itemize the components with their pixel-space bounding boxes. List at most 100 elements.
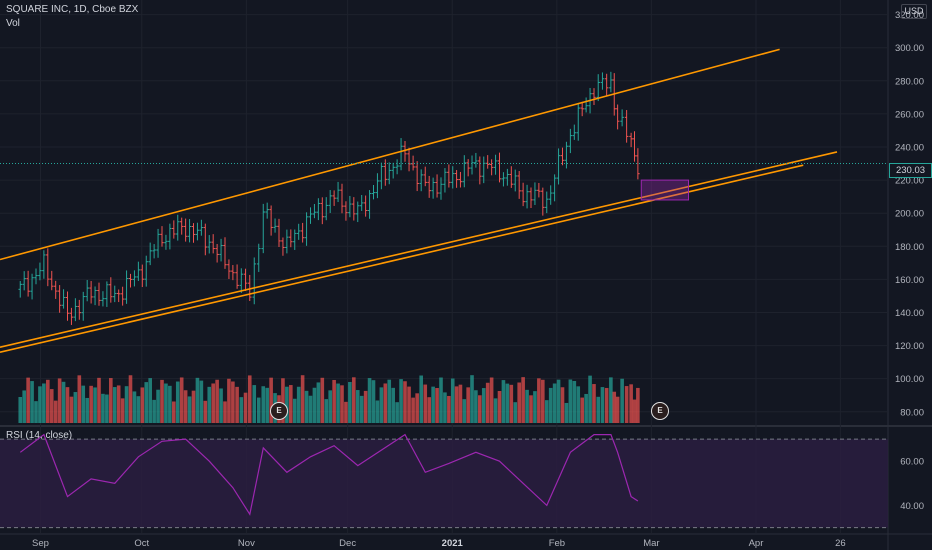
ohlc-bar bbox=[261, 203, 266, 254]
time-tick-label: Dec bbox=[339, 538, 356, 549]
time-tick-label: 26 bbox=[835, 538, 846, 549]
ohlc-bar bbox=[568, 128, 573, 154]
volume-bar bbox=[49, 389, 54, 423]
ohlc-bar bbox=[128, 273, 133, 288]
ohlc-bar bbox=[489, 159, 494, 176]
volume-bar bbox=[620, 378, 624, 423]
ohlc-bar bbox=[273, 218, 277, 233]
volume-bar bbox=[450, 378, 455, 423]
volume-bar bbox=[112, 387, 117, 423]
volume-bar bbox=[521, 377, 525, 423]
volume-bar bbox=[65, 387, 70, 423]
ohlc-bar bbox=[466, 159, 470, 177]
earnings-marker-icon[interactable]: E bbox=[651, 402, 669, 420]
ohlc-bar bbox=[544, 191, 549, 214]
ohlc-bar bbox=[26, 270, 30, 297]
volume-bar bbox=[256, 397, 261, 423]
ohlc-bar bbox=[395, 159, 399, 175]
ohlc-bar bbox=[525, 184, 529, 209]
volume-bar bbox=[576, 386, 581, 423]
ohlc-bar bbox=[423, 166, 428, 187]
volume-bar bbox=[89, 385, 93, 423]
volume-bar bbox=[97, 377, 101, 423]
volume-bar bbox=[34, 401, 38, 423]
volume-bar bbox=[308, 395, 313, 423]
volume-bar bbox=[168, 385, 172, 423]
volume-bar bbox=[281, 378, 285, 423]
volume-bar bbox=[431, 386, 435, 423]
ohlc-bar bbox=[175, 214, 180, 241]
volume-bar bbox=[265, 387, 269, 423]
volume-bar bbox=[596, 396, 601, 423]
volume-bar bbox=[403, 381, 407, 423]
ohlc-bar bbox=[227, 259, 231, 279]
volume-bar bbox=[612, 391, 617, 423]
volume-bar bbox=[304, 390, 309, 423]
ohlc-bar bbox=[399, 138, 403, 171]
volume-bar bbox=[128, 375, 133, 423]
volume-bar bbox=[320, 377, 325, 423]
earnings-marker-icon[interactable]: E bbox=[270, 402, 288, 420]
volume-bar bbox=[615, 396, 620, 423]
ohlc-bar bbox=[187, 219, 192, 243]
volume-bar bbox=[26, 377, 30, 423]
ohlc-bar bbox=[97, 282, 101, 306]
ohlc-bar bbox=[101, 291, 105, 307]
ohlc-bar bbox=[49, 270, 54, 291]
ohlc-bar bbox=[93, 286, 97, 306]
ohlc-bar bbox=[289, 229, 293, 248]
ohlc-bar bbox=[285, 229, 289, 254]
ohlc-bar bbox=[592, 88, 596, 106]
ohlc-bar bbox=[600, 72, 605, 90]
volume-bar bbox=[109, 378, 113, 423]
ohlc-bar bbox=[46, 248, 50, 287]
volume-bar bbox=[300, 375, 305, 423]
volume-bar bbox=[447, 395, 451, 423]
volume-bar bbox=[443, 392, 447, 423]
ohlc-bar bbox=[419, 169, 423, 192]
ohlc-bar bbox=[168, 223, 172, 250]
ohlc-bar bbox=[85, 279, 89, 302]
ohlc-bar bbox=[458, 171, 463, 188]
ohlc-bar bbox=[537, 182, 541, 198]
ohlc-bar bbox=[18, 281, 23, 298]
volume-bar bbox=[61, 381, 66, 423]
time-tick-label: Feb bbox=[549, 538, 565, 549]
ohlc-bar bbox=[89, 281, 93, 304]
price-tick-label: 260.00 bbox=[895, 109, 924, 120]
rsi-tick-label: 60.00 bbox=[900, 457, 924, 468]
price-tick-label: 240.00 bbox=[895, 143, 924, 154]
price-tick-label: 120.00 bbox=[895, 341, 924, 352]
volume-bar bbox=[132, 391, 137, 423]
volume-bar bbox=[53, 400, 58, 423]
ohlc-bar bbox=[42, 250, 46, 279]
volume-bar bbox=[336, 383, 340, 423]
ohlc-bar bbox=[316, 198, 321, 221]
volume-bar bbox=[223, 401, 227, 423]
volume-bar bbox=[588, 375, 592, 423]
volume-bar bbox=[423, 384, 428, 423]
volume-bar bbox=[379, 387, 384, 423]
ohlc-bar bbox=[493, 154, 498, 175]
rsi-band-fill bbox=[0, 439, 888, 528]
volume-bar bbox=[81, 385, 86, 423]
volume-bar bbox=[525, 389, 529, 423]
lower-channel-1-line bbox=[0, 151, 838, 349]
time-tick-label: Nov bbox=[238, 538, 255, 549]
volume-bar bbox=[363, 390, 368, 423]
volume-bar bbox=[533, 391, 537, 423]
price-tick-label: 140.00 bbox=[895, 308, 924, 319]
volume-bar bbox=[120, 398, 125, 423]
volume-bar bbox=[183, 390, 188, 423]
volume-bar bbox=[419, 375, 423, 423]
ohlc-bar bbox=[172, 220, 176, 239]
ohlc-bar bbox=[53, 280, 58, 299]
volume-bar bbox=[411, 397, 415, 423]
currency-button[interactable]: USD bbox=[901, 4, 927, 19]
volume-bar bbox=[505, 383, 510, 423]
ohlc-bar bbox=[120, 286, 125, 306]
ohlc-bar bbox=[478, 156, 482, 185]
ohlc-bar bbox=[505, 168, 510, 186]
volume-bar bbox=[199, 380, 204, 423]
